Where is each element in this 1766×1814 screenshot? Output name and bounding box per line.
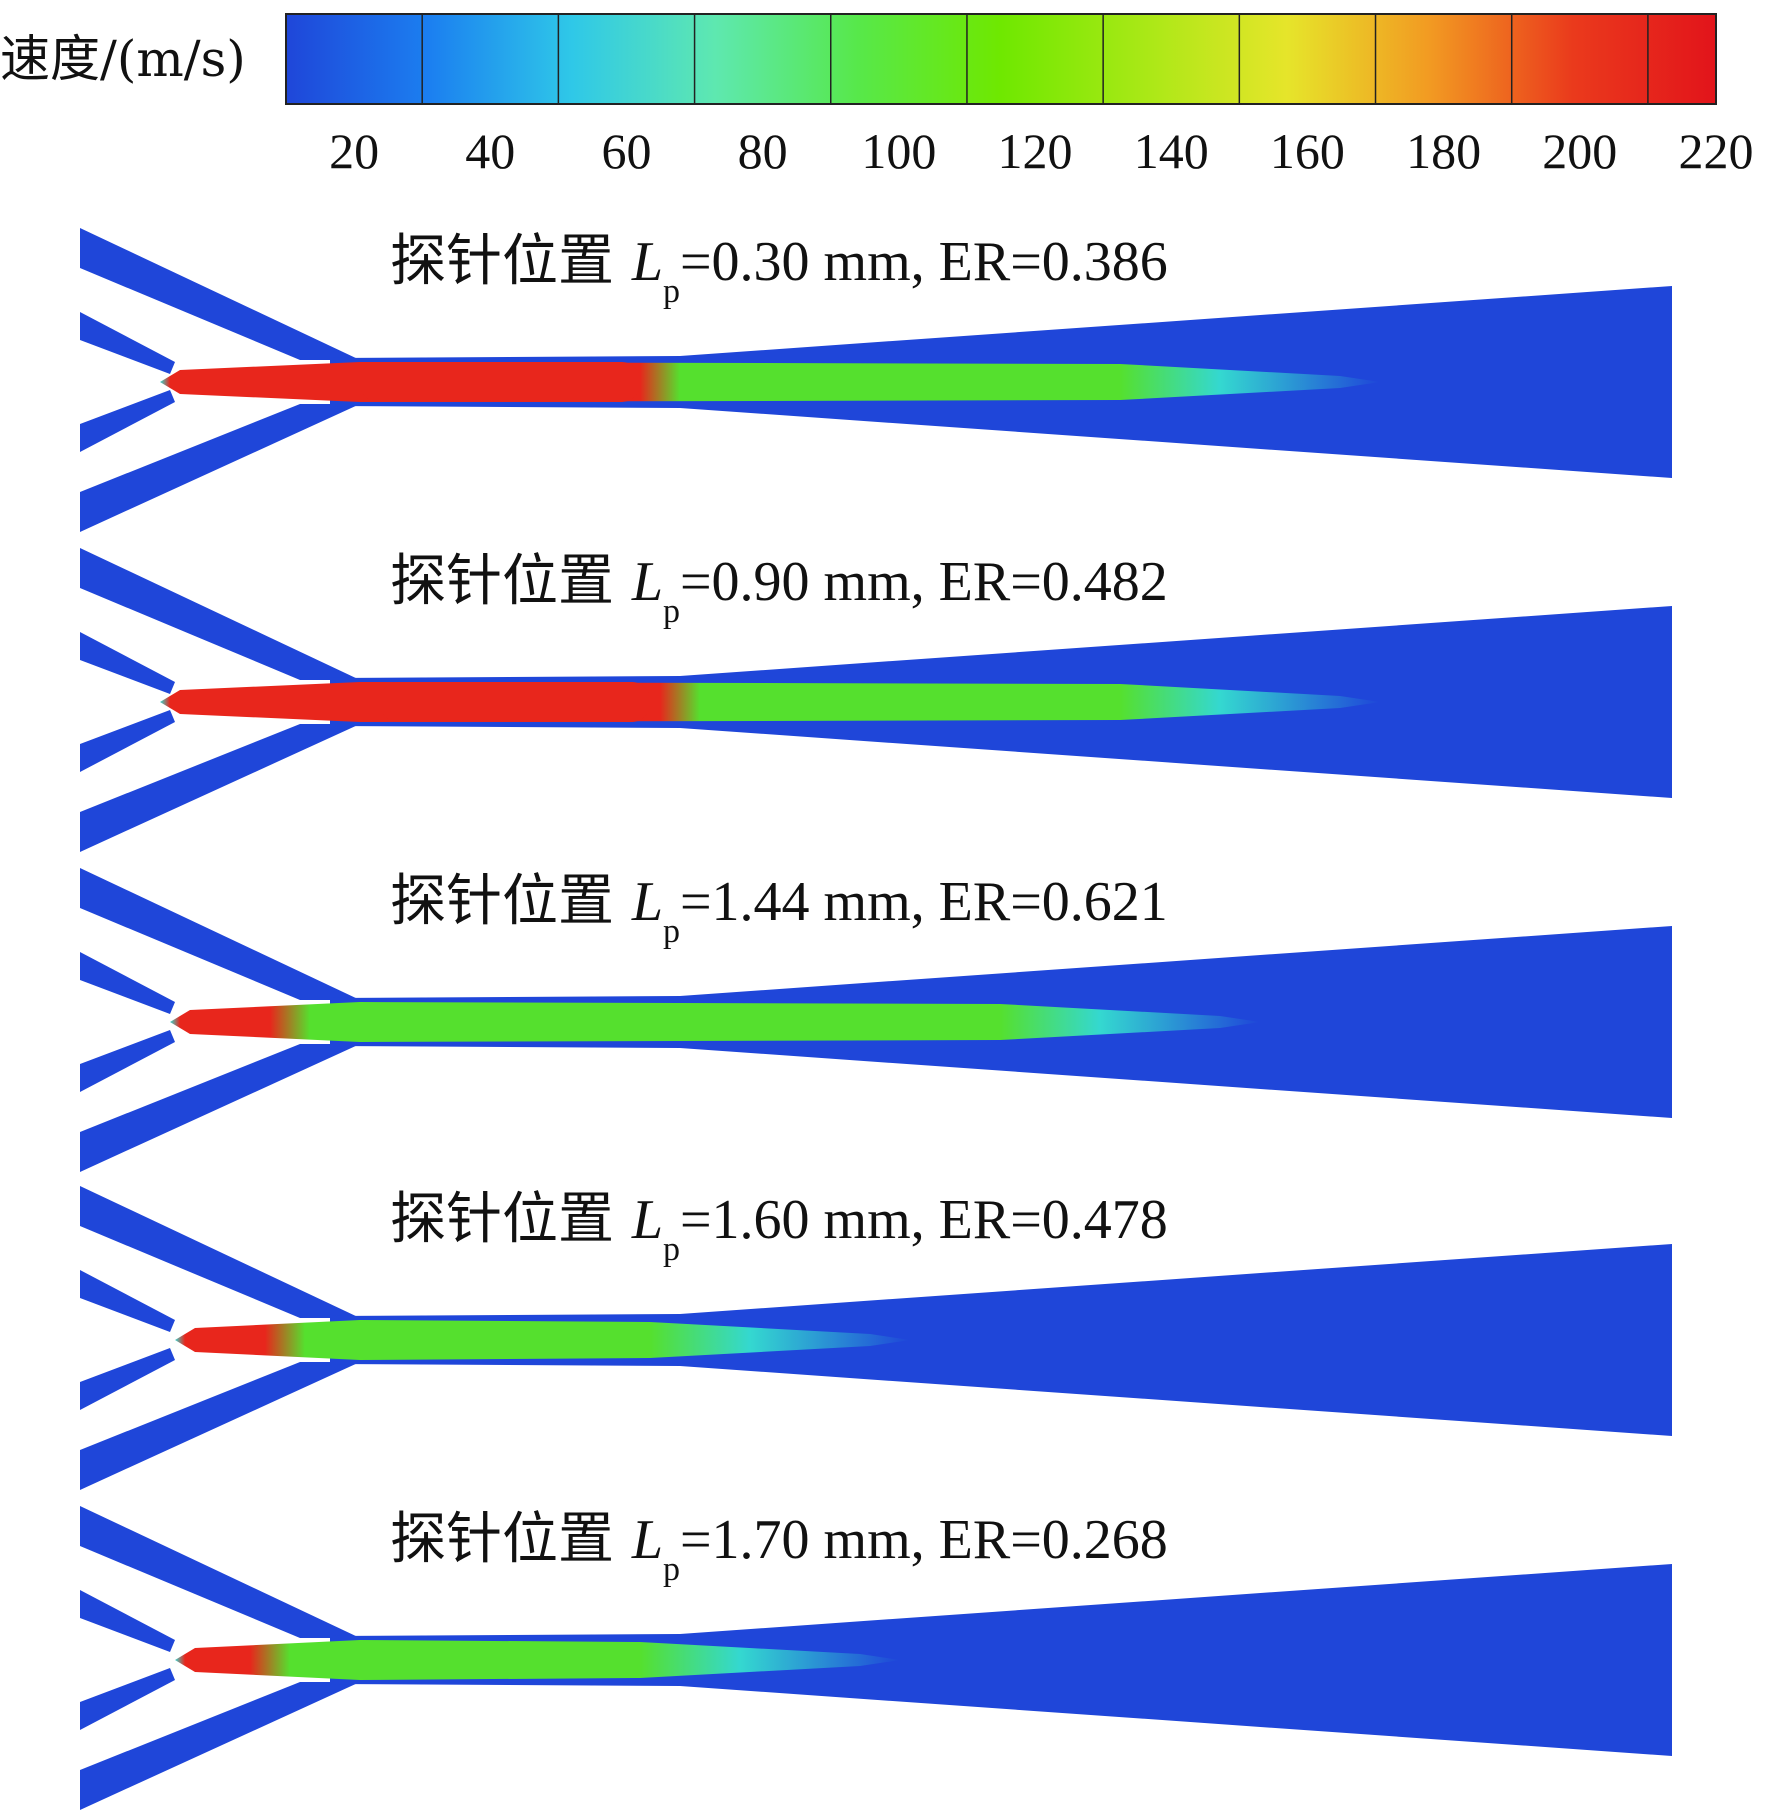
panel-title-prefix: 探针位置 <box>390 229 632 294</box>
panel-title-subscript: p <box>663 273 680 310</box>
colorbar-tick-label: 120 <box>998 123 1073 179</box>
panel-3: 探针位置 Lp=1.44 mm, ER=0.621 <box>80 868 1672 1172</box>
colorbar-bar <box>285 13 1717 105</box>
panel-5: 探针位置 Lp=1.70 mm, ER=0.268 <box>80 1506 1672 1810</box>
upper-secondary-inlet <box>80 868 360 1000</box>
panel-title-subscript: p <box>663 1231 680 1268</box>
lower-secondary-inlet <box>80 724 360 852</box>
jet-high-velocity-zone <box>380 682 650 722</box>
jet-core <box>170 1002 1260 1042</box>
colorbar-tick-label: 80 <box>738 123 788 179</box>
diffuser-body <box>330 1564 1672 1756</box>
colorbar-tick-label: 200 <box>1542 123 1617 179</box>
lower-secondary-inlet <box>80 1362 360 1490</box>
diffuser-body <box>330 1244 1672 1436</box>
panel-title: 探针位置 Lp=1.44 mm, ER=0.621 <box>390 869 1168 950</box>
panel-title: 探针位置 Lp=1.70 mm, ER=0.268 <box>390 1507 1168 1588</box>
colorbar-tick-label: 100 <box>861 123 936 179</box>
upper-secondary-inlet <box>80 1506 360 1638</box>
panel-title-values: =1.44 mm, ER=0.621 <box>680 871 1168 933</box>
colorbar-tick-label: 180 <box>1406 123 1481 179</box>
panel-1: 探针位置 Lp=0.30 mm, ER=0.386 <box>80 228 1672 532</box>
panel-title-prefix: 探针位置 <box>390 1187 632 1252</box>
lower-primary-nozzle <box>80 710 175 772</box>
colorbar: 速度/(m/s) 20 40 60 80 100 120 140 160 180 200 220 <box>0 13 1754 179</box>
colorbar-tick-label: 160 <box>1270 123 1345 179</box>
panel-title-subscript: p <box>663 593 680 630</box>
upper-primary-nozzle <box>80 632 175 694</box>
panel-4: 探针位置 Lp=1.60 mm, ER=0.478 <box>80 1186 1672 1490</box>
colorbar-tick-label: 220 <box>1679 123 1754 179</box>
lower-primary-nozzle <box>80 1668 175 1730</box>
jet-high-velocity-zone <box>360 362 640 402</box>
upper-secondary-inlet <box>80 228 360 360</box>
panel-title-values: =1.60 mm, ER=0.478 <box>680 1189 1168 1251</box>
panel-title-prefix: 探针位置 <box>390 869 632 934</box>
panel-title-prefix: 探针位置 <box>390 1507 632 1572</box>
colorbar-tick-label: 60 <box>601 123 651 179</box>
jet-core <box>175 1320 910 1360</box>
lower-primary-nozzle <box>80 1030 175 1092</box>
lower-secondary-inlet <box>80 404 360 532</box>
colorbar-tick-label: 20 <box>329 123 379 179</box>
panel-title-values: =1.70 mm, ER=0.268 <box>680 1509 1168 1571</box>
colorbar-dividers <box>421 14 1649 104</box>
panel-title-subscript: p <box>663 1551 680 1588</box>
colorbar-tick-label: 140 <box>1134 123 1209 179</box>
panel-title-subscript: p <box>663 913 680 950</box>
colorbar-ticks: 20 40 60 80 100 120 140 160 180 200 220 <box>329 123 1753 179</box>
upper-secondary-inlet <box>80 1186 360 1318</box>
colorbar-tick-label: 40 <box>465 123 515 179</box>
upper-secondary-inlet <box>80 548 360 680</box>
panel-title-variable: L <box>631 1189 663 1251</box>
lower-primary-nozzle <box>80 1348 175 1410</box>
panel-title: 探针位置 Lp=1.60 mm, ER=0.478 <box>390 1187 1168 1268</box>
upper-primary-nozzle <box>80 1590 175 1652</box>
panel-2: 探针位置 Lp=0.90 mm, ER=0.482 <box>80 548 1672 852</box>
panel-title-variable: L <box>631 871 663 933</box>
panel-title: 探针位置 Lp=0.90 mm, ER=0.482 <box>390 549 1168 630</box>
panel-title-prefix: 探针位置 <box>390 549 632 614</box>
panel-title-variable: L <box>631 1509 663 1571</box>
panel-title: 探针位置 Lp=0.30 mm, ER=0.386 <box>390 229 1168 310</box>
panel-title-variable: L <box>631 551 663 613</box>
upper-primary-nozzle <box>80 312 175 374</box>
lower-primary-nozzle <box>80 390 175 452</box>
upper-primary-nozzle <box>80 952 175 1014</box>
upper-primary-nozzle <box>80 1270 175 1332</box>
panel-title-values: =0.30 mm, ER=0.386 <box>680 231 1168 293</box>
panel-title-variable: L <box>631 231 663 293</box>
colorbar-label: 速度/(m/s) <box>0 30 246 88</box>
panel-title-values: =0.90 mm, ER=0.482 <box>680 551 1168 613</box>
lower-secondary-inlet <box>80 1044 360 1172</box>
jet-core <box>175 1640 900 1680</box>
lower-secondary-inlet <box>80 1682 360 1810</box>
